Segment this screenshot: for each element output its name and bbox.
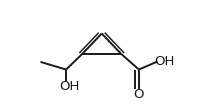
Text: O: O bbox=[133, 88, 144, 101]
Text: OH: OH bbox=[154, 55, 175, 68]
Text: OH: OH bbox=[59, 80, 79, 93]
